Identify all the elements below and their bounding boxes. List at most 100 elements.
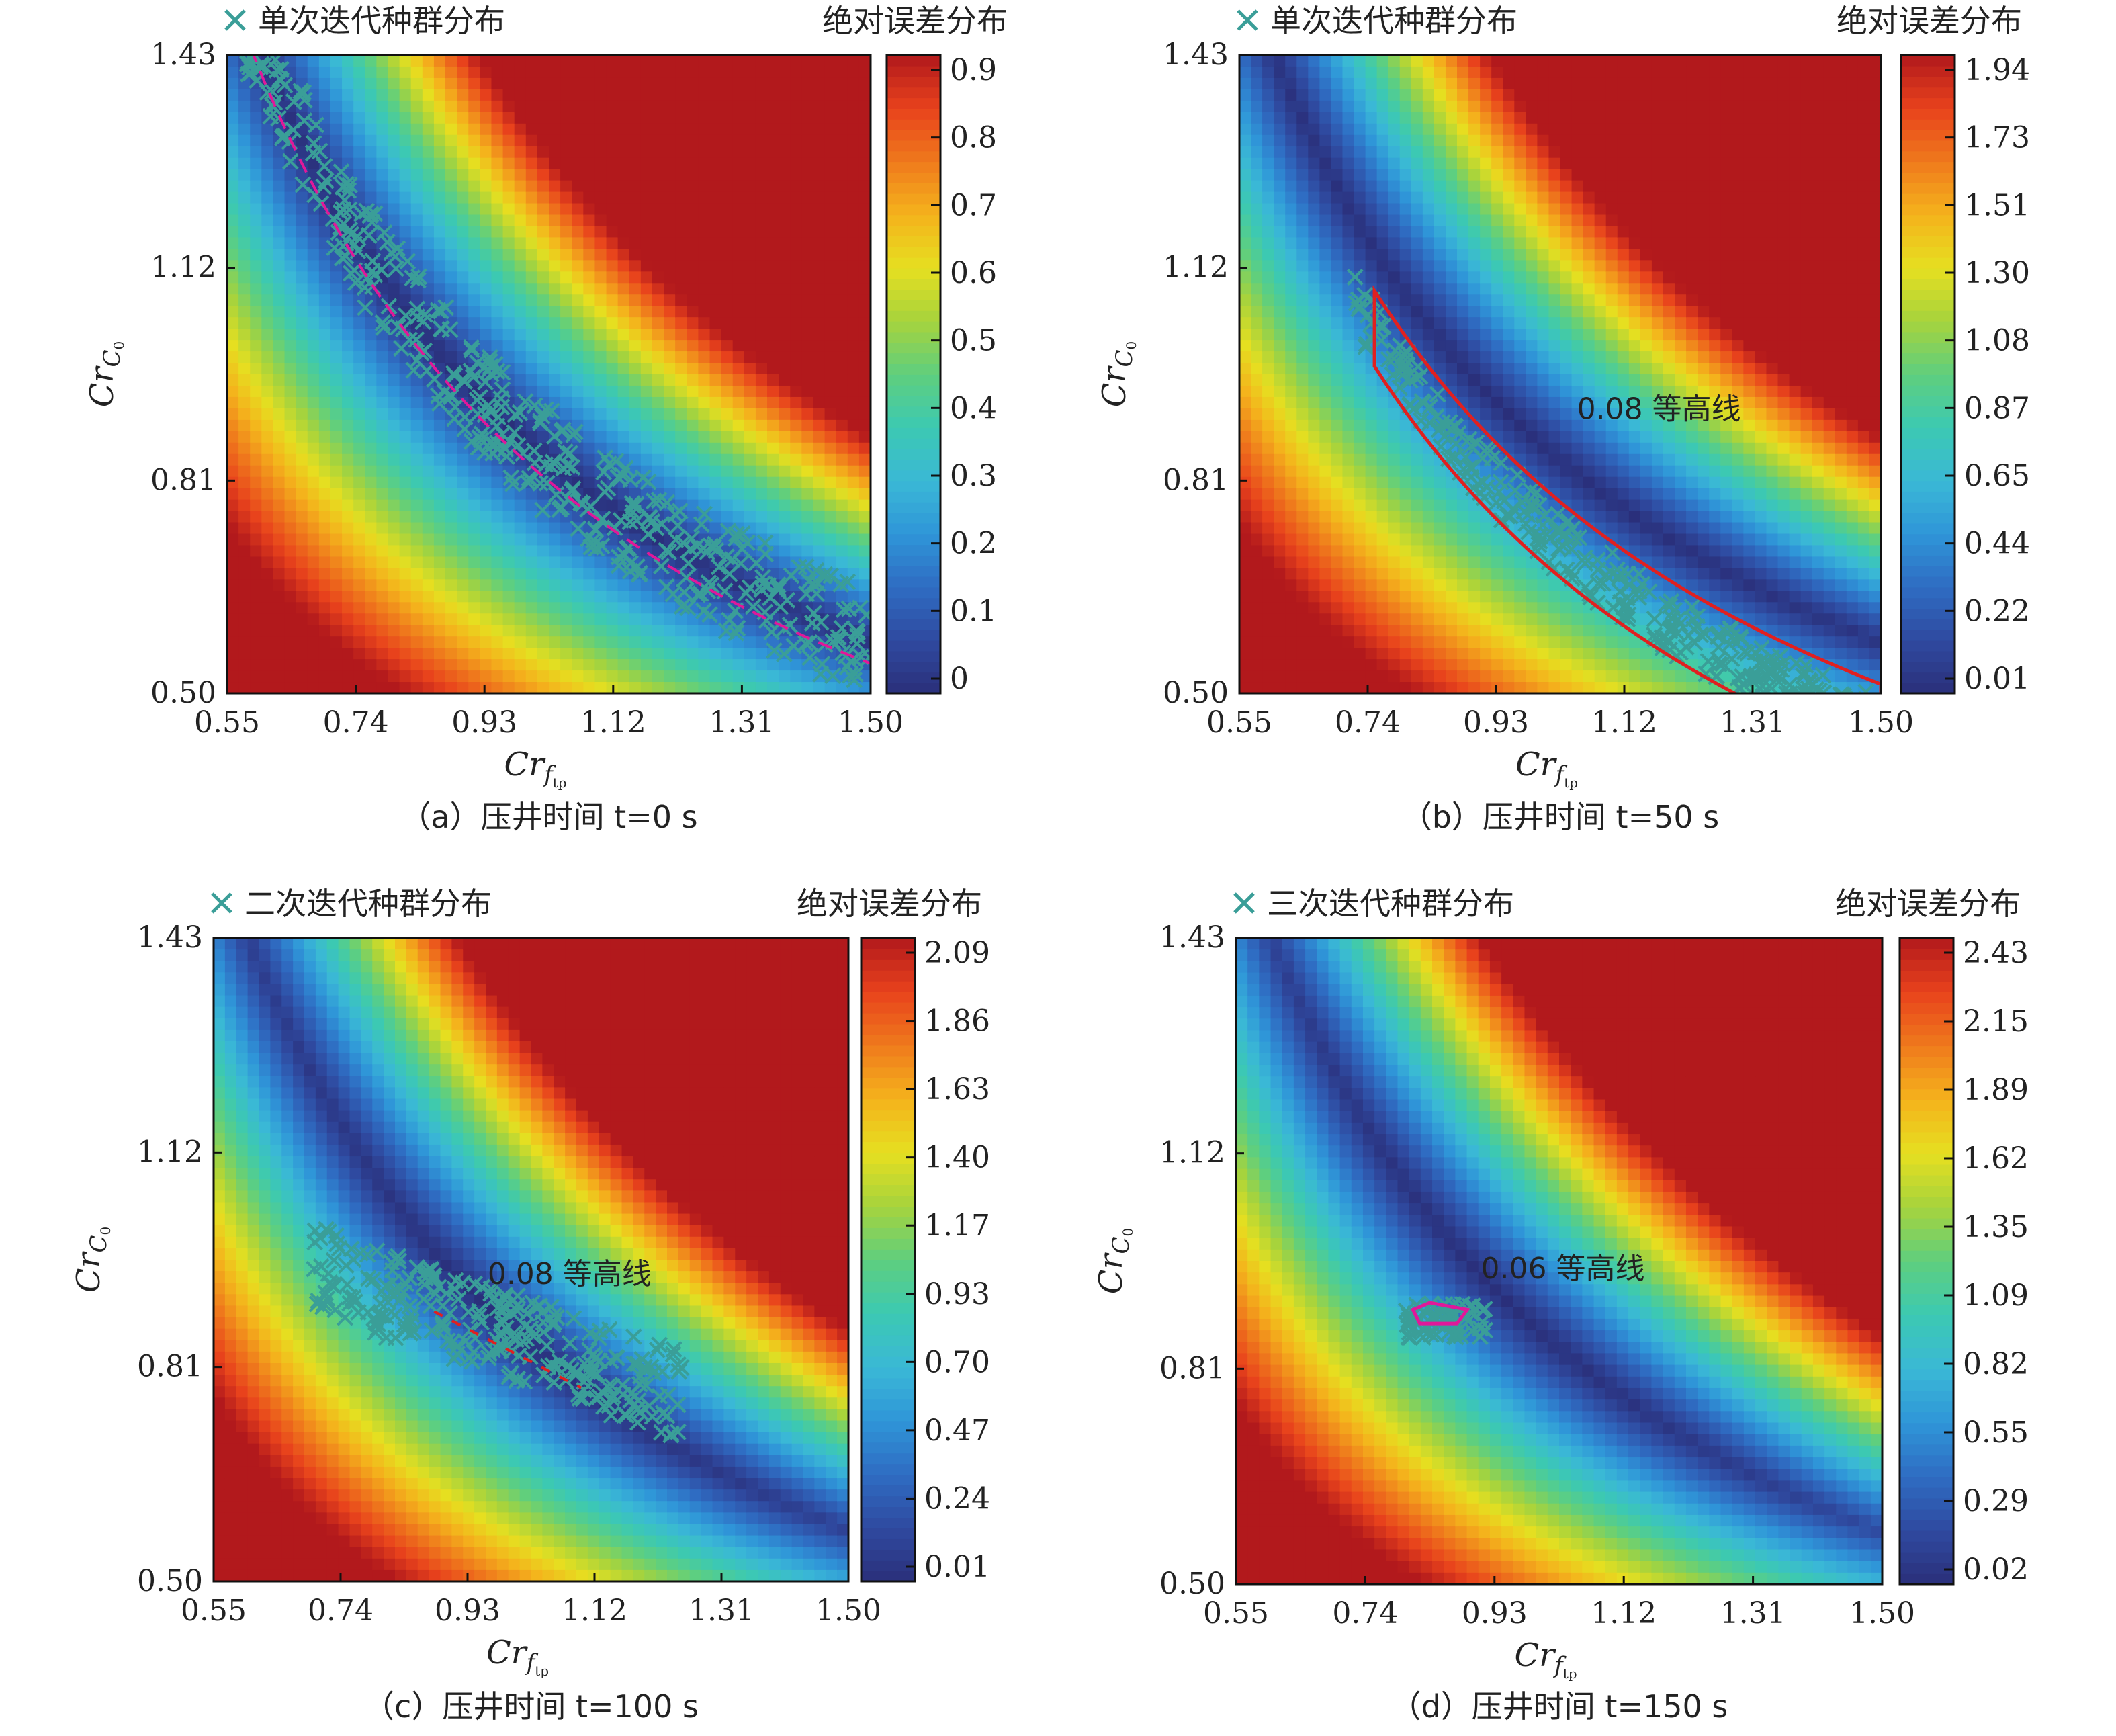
heatmap-cell [767, 670, 779, 683]
heatmap-cell [1331, 465, 1343, 478]
heatmap-cell [721, 249, 734, 261]
heatmap-cell [1365, 146, 1378, 159]
heatmap-cell [250, 180, 263, 193]
heatmap-cell [836, 363, 848, 375]
heatmap-cell [399, 533, 412, 546]
heatmap-cell [744, 396, 756, 409]
heatmap-cell [273, 476, 285, 489]
heatmap-cell [422, 66, 435, 79]
population-marker [800, 573, 818, 590]
heatmap-cell [1262, 374, 1274, 386]
heatmap-cell [307, 134, 320, 147]
heatmap-cell [365, 648, 378, 660]
heatmap-cell [790, 203, 803, 216]
heatmap-cell [445, 66, 457, 79]
heatmap-cell [1434, 522, 1446, 535]
heatmap-cell [480, 625, 492, 637]
heatmap-cell [514, 249, 527, 261]
heatmap-cell [1251, 579, 1263, 592]
heatmap-cell [296, 511, 308, 523]
heatmap-cell [365, 180, 378, 193]
population-marker [489, 434, 506, 451]
heatmap-cell [399, 625, 412, 637]
heatmap-cell [1468, 89, 1481, 101]
heatmap-cell [480, 123, 492, 136]
heatmap-cell [652, 682, 664, 693]
heatmap-cell [1399, 203, 1412, 216]
heatmap-cell [1319, 191, 1332, 204]
heatmap-cell [1411, 214, 1423, 227]
heatmap-cell [1239, 260, 1251, 273]
heatmap-cell [1445, 157, 1458, 170]
heatmap-cell [675, 237, 688, 250]
heatmap-cell [1285, 533, 1298, 546]
heatmap-cell [445, 203, 457, 216]
heatmap-cell [698, 648, 711, 660]
heatmap-cell [284, 180, 297, 193]
heatmap-cell [537, 123, 549, 136]
heatmap-cell [365, 340, 378, 352]
heatmap-cell [1468, 329, 1481, 341]
heatmap-cell [502, 351, 515, 363]
heatmap-cell [445, 237, 457, 250]
heatmap-cell [1296, 648, 1309, 660]
heatmap-cell [1262, 522, 1274, 535]
heatmap-cell [640, 249, 653, 261]
heatmap-cell [388, 522, 400, 535]
heatmap-cell [583, 157, 596, 170]
heatmap-cell [1308, 283, 1321, 296]
heatmap-cell [1251, 306, 1263, 318]
heatmap-cell [1491, 625, 1504, 637]
heatmap-cell [847, 306, 860, 318]
colorbar-tick-label: 0.1 [950, 594, 997, 628]
heatmap-cell [537, 191, 549, 204]
heatmap-cell [1388, 146, 1401, 159]
heatmap-cell [273, 659, 285, 671]
heatmap-cell [227, 545, 239, 558]
heatmap-cell [847, 169, 860, 181]
heatmap-cell [664, 180, 676, 193]
heatmap-cell [594, 214, 607, 227]
heatmap-cell [732, 169, 745, 181]
heatmap-cell [1308, 625, 1321, 637]
heatmap-cell [376, 499, 389, 512]
heatmap-cell [537, 271, 549, 284]
heatmap-cell [1491, 226, 1504, 238]
heatmap-cell [1239, 579, 1251, 592]
heatmap-cell [1503, 260, 1515, 273]
population-marker [294, 176, 312, 193]
heatmap-cell [1331, 556, 1343, 569]
heatmap-cell [1365, 591, 1378, 603]
heatmap-cell [698, 636, 711, 648]
heatmap-cell [583, 453, 596, 466]
heatmap-cell [813, 476, 826, 489]
heatmap-cell [732, 396, 745, 409]
heatmap-cell [1365, 374, 1378, 386]
heatmap-cell [227, 442, 239, 455]
heatmap-cell [652, 146, 664, 159]
heatmap-cell [1274, 260, 1286, 273]
heatmap-cell [1399, 123, 1412, 136]
heatmap-cell [836, 306, 848, 318]
heatmap-cell [365, 66, 378, 79]
heatmap-cell [698, 453, 711, 466]
heatmap-cell [1308, 191, 1321, 204]
heatmap-cell [227, 522, 239, 535]
heatmap-cell [1365, 533, 1378, 546]
population-marker [317, 172, 335, 189]
heatmap-cell [261, 157, 274, 170]
heatmap-cell [410, 636, 423, 648]
heatmap-cell [675, 123, 688, 136]
heatmap-cell [1365, 431, 1378, 443]
heatmap-cell [342, 306, 354, 318]
heatmap-cell [755, 476, 768, 489]
heatmap-cell [445, 465, 457, 478]
heatmap-cell [433, 602, 446, 615]
heatmap-cell [560, 100, 573, 113]
population-marker [335, 215, 352, 232]
heatmap-cell [433, 214, 446, 227]
heatmap-cell [1296, 465, 1309, 478]
heatmap-cell [353, 180, 366, 193]
heatmap-cell [824, 112, 837, 124]
heatmap-cell [296, 591, 308, 603]
